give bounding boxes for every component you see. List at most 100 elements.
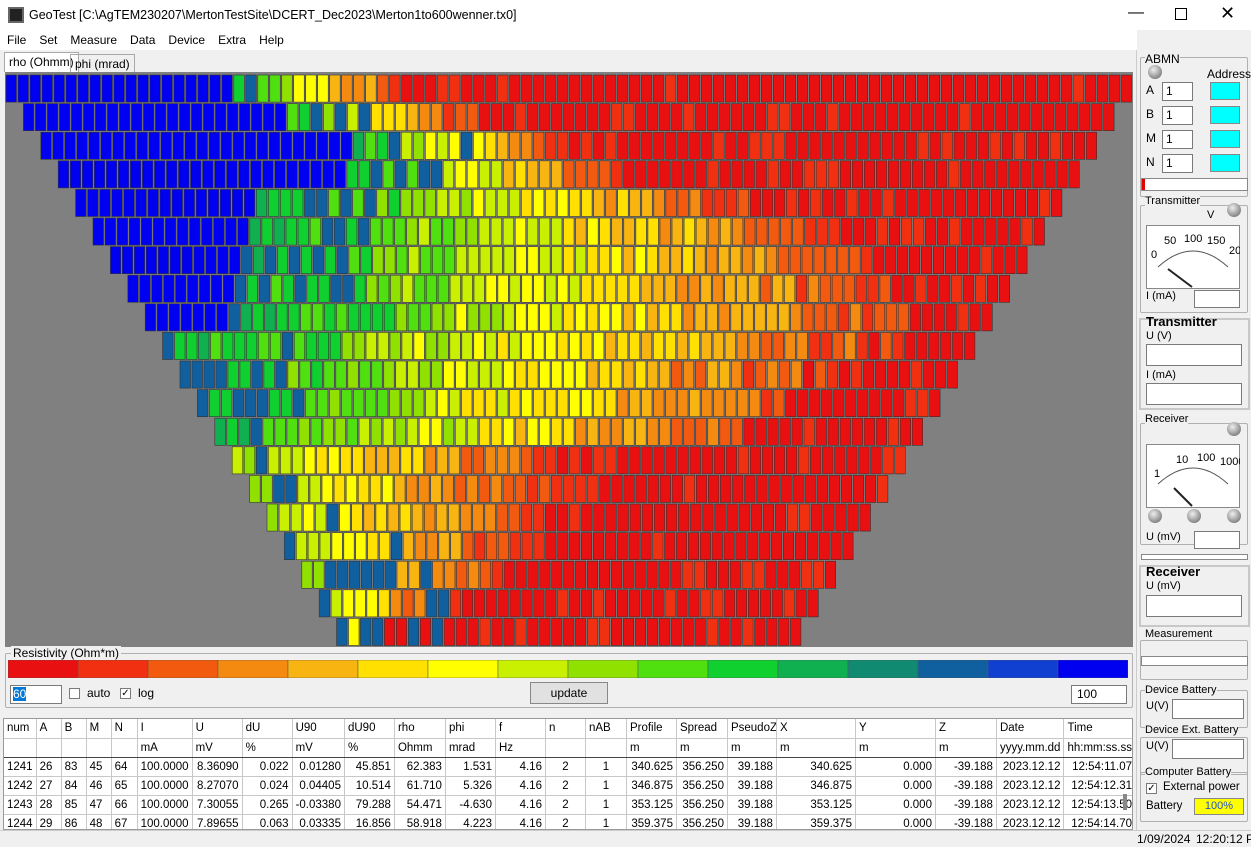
pseudosection-cell bbox=[850, 303, 862, 332]
pseudosection-cell bbox=[127, 274, 139, 303]
pseudosection-cell bbox=[652, 589, 664, 618]
pseudosection-cell bbox=[808, 74, 821, 103]
minimize-button[interactable]: — bbox=[1128, 4, 1144, 21]
pseudosection-cell bbox=[263, 103, 275, 132]
menu-item[interactable]: Help bbox=[259, 33, 284, 47]
pseudosection-cell bbox=[135, 189, 147, 217]
voltage-field bbox=[1146, 595, 1242, 617]
pseudosection-cell bbox=[503, 417, 515, 446]
pseudosection-cell bbox=[791, 160, 803, 189]
pseudosection-cell bbox=[695, 417, 707, 446]
max-input[interactable]: 100 bbox=[1071, 685, 1127, 704]
pseudosection-cell bbox=[370, 160, 382, 189]
pseudosection-cell bbox=[635, 160, 647, 189]
pseudosection-cell bbox=[557, 189, 569, 217]
update-button[interactable]: update bbox=[530, 682, 608, 704]
pseudosection-cell bbox=[563, 160, 575, 189]
pseudosection-cell bbox=[581, 389, 593, 418]
pseudosection-cell bbox=[238, 160, 250, 189]
cell: 54.471 bbox=[394, 795, 446, 815]
pseudosection-cell bbox=[454, 217, 466, 246]
pseudosection-cell bbox=[772, 332, 784, 360]
pseudosection-cell bbox=[761, 131, 773, 160]
scrollbar-thumb[interactable] bbox=[1123, 794, 1127, 810]
pseudosection-cell bbox=[336, 303, 348, 332]
column-header: dU90 bbox=[344, 719, 395, 739]
menu-item[interactable]: Device bbox=[168, 33, 206, 47]
pseudosection-cell bbox=[653, 503, 666, 532]
pseudosection-cell bbox=[347, 103, 359, 132]
pseudosection-cell bbox=[807, 274, 819, 303]
pseudosection-cell bbox=[976, 74, 988, 103]
column-unit: Ohmm bbox=[394, 738, 446, 758]
pseudosection-cell bbox=[599, 417, 611, 446]
pseudosection-cell bbox=[71, 103, 83, 132]
pseudosection-cell bbox=[466, 475, 478, 503]
cell: 0.063 bbox=[242, 814, 293, 829]
pseudosection-cell bbox=[413, 389, 425, 418]
pseudosection-cell bbox=[419, 103, 431, 132]
pseudosection-cell bbox=[712, 332, 724, 360]
pseudosection-cell bbox=[346, 160, 358, 189]
pseudosection-cell bbox=[243, 446, 256, 475]
pseudosection-cell bbox=[371, 103, 383, 132]
pseudosection-cell bbox=[766, 303, 778, 332]
menu-item[interactable]: Measure bbox=[70, 33, 118, 47]
pseudosection-cell bbox=[830, 532, 842, 561]
min-input[interactable]: 60 bbox=[10, 685, 62, 704]
pseudosection-cell bbox=[647, 217, 659, 246]
menu-item[interactable]: Extra bbox=[218, 33, 247, 47]
pseudosection-cell bbox=[231, 189, 244, 217]
pseudosection-cell bbox=[694, 303, 706, 332]
pseudosection-cell bbox=[335, 360, 347, 389]
pseudosection-cell bbox=[780, 475, 792, 503]
pseudosection-cell bbox=[724, 332, 736, 360]
pseudosection-cell bbox=[225, 217, 237, 246]
pseudosection-cell bbox=[321, 475, 333, 503]
pseudosection-cell bbox=[932, 246, 944, 275]
cell: 61.710 bbox=[394, 776, 446, 796]
meter-scale: 150 bbox=[1207, 235, 1225, 247]
pseudosection-cell bbox=[905, 131, 917, 160]
meter-scale: 200 bbox=[1229, 245, 1240, 257]
menu-item[interactable]: Set bbox=[39, 33, 58, 47]
tab[interactable]: rho (Ohmm) bbox=[4, 52, 79, 72]
external-power-checkbox[interactable]: ✓ bbox=[1146, 783, 1157, 794]
menu-item[interactable]: Data bbox=[130, 33, 156, 47]
column-header: f bbox=[495, 719, 546, 739]
pseudosection-cell bbox=[823, 503, 835, 532]
cell: 356.250 bbox=[676, 776, 728, 796]
pseudosection-cell bbox=[707, 360, 719, 389]
pseudosection-cell bbox=[689, 131, 701, 160]
close-button[interactable]: ✕ bbox=[1220, 3, 1236, 23]
auto-checkbox[interactable] bbox=[69, 688, 80, 699]
pseudosection-cell bbox=[142, 160, 154, 189]
menu-item[interactable]: File bbox=[7, 33, 27, 47]
pseudosection-cell bbox=[868, 74, 881, 103]
pseudosection-cell bbox=[670, 303, 682, 332]
tab[interactable]: phi (mrad) bbox=[70, 54, 135, 72]
pseudosection-cell bbox=[868, 332, 880, 360]
pseudosection-cell bbox=[736, 332, 748, 360]
pseudosection-cell bbox=[628, 274, 640, 303]
pseudosection-cell bbox=[783, 532, 795, 561]
pseudosection-cell bbox=[208, 131, 220, 160]
maximize-button[interactable] bbox=[1175, 8, 1187, 20]
cell: 2023.12.12 bbox=[996, 757, 1065, 777]
pseudosection-cell bbox=[520, 503, 532, 532]
column-unit: yyyy.mm.dd bbox=[996, 738, 1065, 758]
pseudosection-cell bbox=[720, 475, 732, 503]
pseudosection-cell bbox=[870, 446, 882, 475]
pseudosection-cell bbox=[402, 589, 414, 618]
pseudosection-cell bbox=[355, 532, 367, 561]
pseudosection-cell bbox=[773, 74, 785, 103]
pseudosection-cell bbox=[360, 246, 372, 275]
cell: 100.0000 bbox=[137, 776, 193, 796]
pseudosection-cell bbox=[742, 303, 754, 332]
progress bbox=[1141, 178, 1248, 191]
pseudosection-cell bbox=[937, 217, 949, 246]
pseudosection-cell bbox=[897, 303, 909, 332]
pseudosection-cell bbox=[391, 532, 402, 561]
pseudosection-cell bbox=[646, 246, 658, 275]
log-checkbox[interactable]: ✓ bbox=[120, 688, 131, 699]
